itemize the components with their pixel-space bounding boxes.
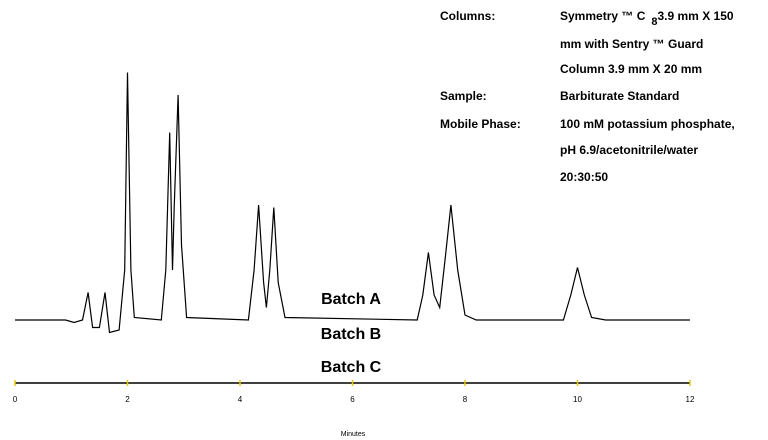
batch-label: Batch B xyxy=(321,326,381,343)
info-line: Column 3.9 mm X 20 mm xyxy=(560,62,702,76)
batch-label: Batch A xyxy=(321,291,381,308)
info-line: Symmetry ™ C 83.9 mm X 150 xyxy=(560,9,734,28)
info-label: Sample: xyxy=(440,89,487,103)
x-tick-label: 0 xyxy=(13,395,18,404)
info-line: 20:30:50 xyxy=(560,170,608,184)
info-line: 100 mM potassium phosphate, xyxy=(560,117,735,131)
x-tick-label: 12 xyxy=(686,395,695,404)
info-text: Symmetry ™ C xyxy=(560,9,646,23)
x-tick-label: 10 xyxy=(573,395,582,404)
info-label: Columns: xyxy=(440,9,495,23)
info-label: Mobile Phase: xyxy=(440,117,521,131)
info-line: pH 6.9/acetonitrile/water xyxy=(560,143,698,157)
batch-label: Batch C xyxy=(321,359,382,376)
x-tick-label: 4 xyxy=(238,395,243,404)
x-axis-label: Minutes xyxy=(341,431,366,438)
info-text: 3.9 mm X 150 xyxy=(658,9,734,23)
trace xyxy=(15,72,690,334)
x-tick-label: 2 xyxy=(125,395,130,404)
info-subscript: 8 xyxy=(651,16,657,28)
info-line: Barbiturate Standard xyxy=(560,89,679,103)
info-line: mm with Sentry ™ Guard xyxy=(560,37,703,51)
x-tick-label: 8 xyxy=(463,395,468,404)
x-tick-label: 6 xyxy=(350,395,355,404)
